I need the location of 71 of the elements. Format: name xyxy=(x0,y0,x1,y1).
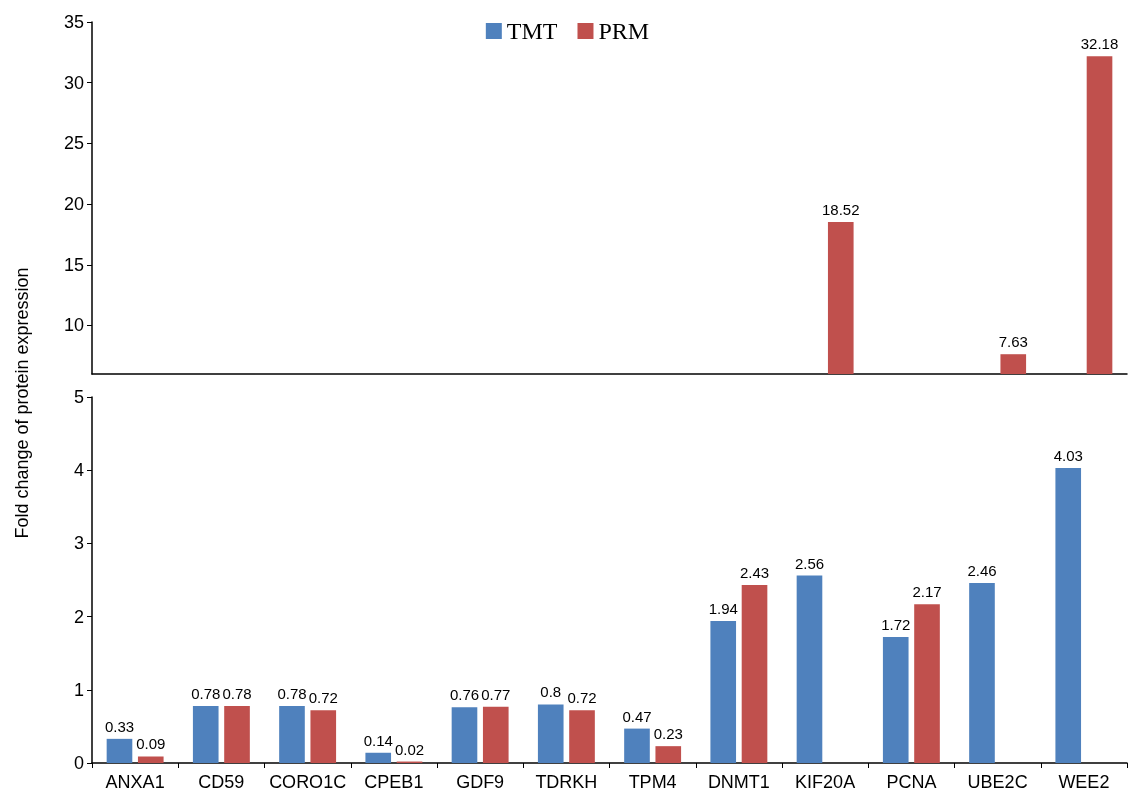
x-tick-label: GDF9 xyxy=(456,772,505,792)
y-tick-label: 3 xyxy=(73,533,84,554)
y-tick-label: 10 xyxy=(63,315,84,336)
data-label: 0.8 xyxy=(540,683,562,701)
bar xyxy=(192,705,219,763)
bar xyxy=(537,704,564,763)
y-tick-label: 2 xyxy=(73,606,84,627)
bar xyxy=(482,706,509,763)
x-tick-label: CD59 xyxy=(198,772,245,792)
data-label: 7.63 xyxy=(998,333,1028,351)
x-tick-label: ANXA1 xyxy=(105,772,165,792)
y-tick-label: 30 xyxy=(63,72,84,93)
x-tick-label: CORO1C xyxy=(269,772,347,792)
data-label: 2.17 xyxy=(912,583,942,601)
bar xyxy=(224,705,250,763)
data-label: 2.43 xyxy=(739,564,770,582)
bar xyxy=(137,756,164,763)
data-label: 0.72 xyxy=(308,689,338,707)
x-tick-label: KIF20A xyxy=(795,772,856,792)
x-tick-label: UBE2C xyxy=(967,772,1028,792)
bar xyxy=(279,705,305,763)
y-tick-label: 25 xyxy=(63,133,84,154)
y-tick-label: 5 xyxy=(73,387,84,407)
data-label: 32.18 xyxy=(1080,35,1119,53)
legend-label: TMT xyxy=(506,18,558,44)
bar xyxy=(796,575,823,763)
y-tick-label: 4 xyxy=(73,460,84,481)
data-label: 2.46 xyxy=(967,561,997,579)
data-label: 0.33 xyxy=(104,717,135,735)
bar xyxy=(624,728,650,763)
bar xyxy=(710,620,737,763)
x-tick-label: WEE2 xyxy=(1058,772,1110,792)
data-label: 1.72 xyxy=(881,616,911,634)
legend-label: PRM xyxy=(598,18,650,44)
data-label: 4.03 xyxy=(1053,447,1083,464)
bar xyxy=(451,707,478,763)
x-tick-label: CPEB1 xyxy=(364,772,424,792)
bar xyxy=(655,746,682,763)
bar xyxy=(1055,468,1082,763)
data-label: 0.78 xyxy=(191,684,221,702)
data-label: 0.76 xyxy=(449,686,480,704)
x-tick-label: TPM4 xyxy=(628,772,677,792)
bar xyxy=(741,585,768,763)
data-label: 0.72 xyxy=(567,689,597,707)
bar xyxy=(365,752,392,763)
data-label: 0.09 xyxy=(136,735,166,753)
data-label: 0.14 xyxy=(363,731,393,749)
data-label: 0.78 xyxy=(222,684,252,702)
y-tick-label: 20 xyxy=(63,194,84,215)
data-label: 0.77 xyxy=(481,685,511,703)
data-label: 0.47 xyxy=(622,707,652,725)
x-tick-label: TDRKH xyxy=(535,772,598,792)
bar xyxy=(569,710,595,763)
x-tick-label: DNMT1 xyxy=(707,772,770,792)
y-tick-label: 0 xyxy=(73,753,84,773)
data-label: 0.23 xyxy=(653,725,683,743)
data-label: 0.02 xyxy=(394,740,425,758)
y-axis-title: Fold change of protein expression xyxy=(11,267,33,539)
data-label: 1.94 xyxy=(708,599,738,617)
bar xyxy=(310,710,337,763)
y-tick-label: 35 xyxy=(63,12,84,32)
bar xyxy=(914,604,940,763)
y-tick-label: 15 xyxy=(63,254,84,275)
data-label: 2.56 xyxy=(794,554,825,572)
bar xyxy=(969,582,995,763)
y-tick-label: 1 xyxy=(73,679,84,700)
data-label: 0.78 xyxy=(277,684,307,702)
data-label: 18.52 xyxy=(821,201,860,219)
bar xyxy=(106,738,133,763)
x-tick-label: PCNA xyxy=(886,772,937,792)
bar xyxy=(882,637,909,763)
